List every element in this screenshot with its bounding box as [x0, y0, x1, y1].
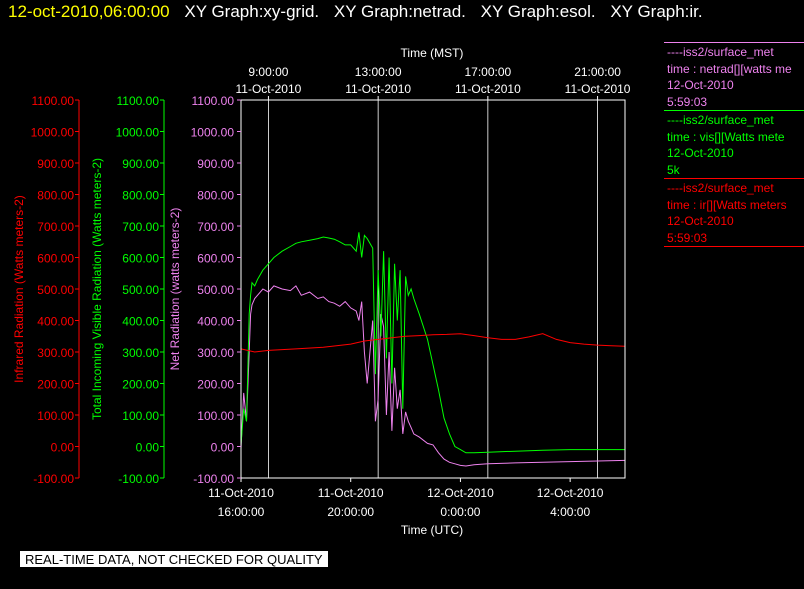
y-tick-label: 1000.00: [191, 126, 235, 140]
y-tick-label: 200.00: [197, 378, 234, 392]
bottom-axis-title: Time (UTC): [401, 523, 463, 537]
top-tick-time: 17:00:00: [464, 65, 511, 79]
series-line-netrad: [240, 285, 626, 467]
y-tick-label: 400.00: [122, 315, 159, 329]
graph-name-2: XY Graph:netrad.: [333, 2, 466, 21]
y-axis-title-0: Infrared Radiation (Watts meters-2): [12, 195, 26, 383]
bottom-tick-date: 12-Oct-2010: [537, 486, 604, 500]
y-tick-label: 1000.00: [116, 126, 160, 140]
legend-line: time : vis[][Watts mete: [667, 129, 785, 144]
y-tick-label: 900.00: [122, 157, 159, 171]
legend-line: 5k: [667, 162, 680, 177]
plot-frame: [240, 99, 626, 479]
series-line-vis: [240, 232, 625, 454]
legend-line: time : netrad[][watts me: [667, 61, 792, 76]
y-tick-label: 400.00: [197, 315, 234, 329]
legend-bottom-rule: [664, 246, 804, 247]
y-tick-label: 800.00: [37, 189, 74, 203]
y-axis-title-2: Net Radiation (watts meters-2): [168, 208, 182, 371]
y-tick-label: 0.00: [211, 441, 235, 455]
y-tick-label: 0.00: [136, 441, 160, 455]
y-tick-label: 300.00: [197, 346, 234, 360]
y-tick-label: 700.00: [37, 220, 74, 234]
quality-note: REAL-TIME DATA, NOT CHECKED FOR QUALITY: [20, 551, 328, 567]
y-tick-label: 100.00: [37, 409, 74, 423]
bottom-tick-time: 4:00:00: [550, 505, 590, 519]
y-tick-label: 200.00: [122, 378, 159, 392]
y-tick-label: 500.00: [197, 283, 234, 297]
top-tick-time: 21:00:00: [574, 65, 621, 79]
top-tick-date: 11-Oct-2010: [455, 82, 521, 96]
y-tick-label: 300.00: [37, 346, 74, 360]
timestamp: 12-oct-2010,06:00:00: [8, 2, 170, 21]
top-tick-date: 11-Oct-2010: [565, 82, 631, 96]
legend-line: ----iss2/surface_met: [667, 113, 774, 127]
y-tick-label: 1100.00: [117, 94, 160, 108]
y-tick-label: 100.00: [122, 409, 159, 423]
bottom-tick-date: 11-Oct-2010: [318, 486, 384, 500]
y-tick-label: 900.00: [37, 157, 74, 171]
y-tick-label: 1000.00: [31, 126, 75, 140]
legend-line: 12-Oct-2010: [667, 146, 734, 160]
legend-line: ----iss2/surface_met: [667, 181, 774, 195]
y-tick-label: 0.00: [51, 441, 75, 455]
y-tick-label: 300.00: [122, 346, 159, 360]
y-tick-label: 900.00: [197, 157, 234, 171]
y-axis-title-1: Total Incoming Visible Radiation (Watts …: [90, 158, 104, 420]
top-tick-date: 11-Oct-2010: [345, 82, 411, 96]
legend-line: 5:59:03: [667, 94, 708, 109]
top-tick-date: 11-Oct-2010: [236, 82, 302, 96]
y-tick-label: -100.00: [193, 472, 234, 486]
y-tick-label: 200.00: [37, 378, 74, 392]
y-tick-label: 700.00: [197, 220, 234, 234]
y-tick-label: 600.00: [122, 252, 159, 266]
legend-line: 12-Oct-2010: [667, 214, 734, 228]
bottom-tick-time: 0:00:00: [440, 505, 480, 519]
y-tick-label: 700.00: [122, 220, 159, 234]
bottom-tick-date: 12-Oct-2010: [427, 486, 494, 500]
y-tick-label: -100.00: [118, 472, 159, 486]
y-tick-label: 800.00: [122, 189, 159, 203]
y-tick-label: 100.00: [197, 409, 234, 423]
top-tick-time: 9:00:00: [248, 65, 288, 79]
chart-header: 12-oct-2010,06:00:00 XY Graph:xy-grid. X…: [8, 2, 703, 22]
legend-line: 12-Oct-2010: [667, 78, 734, 92]
y-tick-label: 800.00: [197, 189, 234, 203]
top-axis-title: Time (MST): [401, 46, 464, 60]
legend-line: time : ir[][Watts meters: [667, 197, 787, 212]
y-tick-label: 1100.00: [192, 94, 235, 108]
top-tick-time: 13:00:00: [355, 65, 402, 79]
graph-name-1: XY Graph:xy-grid.: [184, 2, 320, 21]
y-tick-label: 500.00: [37, 283, 74, 297]
bottom-tick-time: 20:00:00: [327, 505, 374, 519]
bottom-tick-date: 11-Oct-2010: [208, 486, 274, 500]
y-tick-label: 600.00: [197, 252, 234, 266]
series-line-ir: [240, 333, 626, 353]
y-tick-label: -100.00: [33, 472, 74, 486]
y-tick-label: 600.00: [37, 252, 74, 266]
y-tick-label: 500.00: [122, 283, 159, 297]
graph-name-3: XY Graph:esol.: [480, 2, 596, 21]
y-tick-label: 1100.00: [32, 94, 75, 108]
graph-name-4: XY Graph:ir.: [610, 2, 703, 21]
bottom-tick-time: 16:00:00: [218, 505, 265, 519]
legend-line: ----iss2/surface_met: [667, 45, 774, 59]
legend-line: 5:59:03: [667, 230, 708, 245]
y-tick-label: 400.00: [37, 315, 74, 329]
